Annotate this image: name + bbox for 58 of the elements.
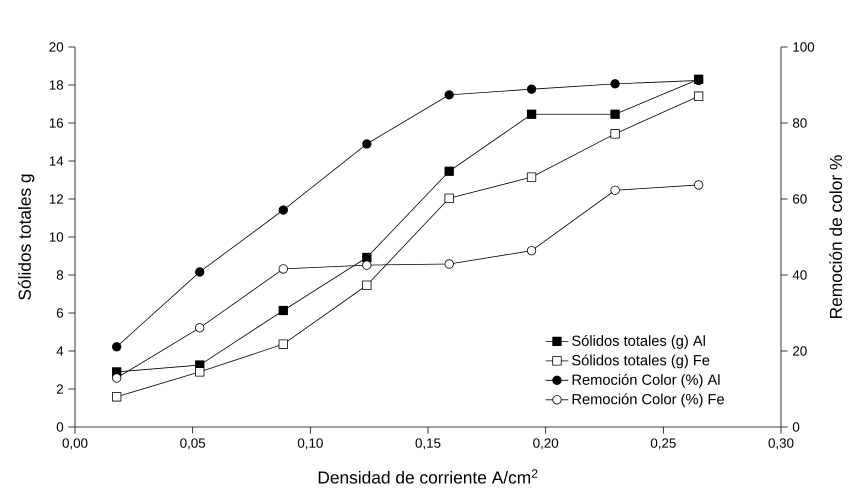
point (526, 172, 536, 182)
x-tick-label: 0,05 (180, 438, 206, 450)
point (278, 306, 288, 316)
y-tick-label: 10 (50, 232, 64, 242)
y-axis-title: Sólidos totales g (18, 174, 34, 300)
point (112, 342, 122, 352)
point (610, 110, 620, 119)
x-tick-label: 0,15 (416, 438, 440, 450)
point (526, 110, 536, 119)
point (444, 259, 454, 269)
legend-label: Remoción Color (%) Fe (572, 393, 724, 408)
point (694, 180, 704, 190)
y-tick-label: 6 (56, 308, 64, 318)
y-tick-label: 14 (50, 156, 64, 166)
point (362, 280, 372, 290)
y-tick-label: 18 (50, 80, 64, 90)
x-tick-label: 0,25 (650, 438, 676, 450)
point (278, 264, 288, 274)
point (526, 84, 536, 94)
y2-axis-title: Remoción de color % (829, 155, 842, 318)
point (444, 166, 454, 176)
y2-tick-label: 100 (793, 42, 814, 52)
point (362, 260, 372, 270)
y-tick-label: 8 (56, 270, 64, 280)
legend-label: Remoción Color (%) Al (572, 374, 720, 388)
point (195, 367, 204, 377)
point (610, 129, 620, 138)
y2-tick-label: 80 (792, 118, 807, 128)
point (362, 139, 372, 149)
legend-label: Sólidos totales (g) Al (572, 335, 705, 349)
x-axis-title: Densidad de corriente A/cm$^{2}$ (318, 469, 538, 484)
y-tick-label: 12 (50, 194, 63, 204)
y2-tick-label: 20 (793, 346, 807, 356)
y2-tick-label: 60 (793, 194, 807, 204)
legend-label: Sólidos totales (g) Fe (572, 354, 710, 368)
point (610, 79, 620, 89)
y-tick-label: 0 (56, 422, 64, 432)
y2-tick-label: 40 (792, 270, 807, 280)
point (112, 392, 122, 402)
x-tick-label: 0,00 (62, 438, 88, 450)
y-tick-label: 4 (56, 346, 64, 356)
point (278, 339, 288, 349)
y-tick-label: 2 (56, 384, 63, 394)
y2-tick-label: 0 (792, 422, 800, 432)
point (526, 246, 536, 256)
x-tick-label: 0,10 (298, 438, 323, 450)
y-tick-label: 20 (49, 42, 64, 52)
point (444, 194, 454, 203)
x-tick-label: 0,20 (533, 438, 558, 450)
point (112, 373, 122, 383)
point (610, 186, 620, 195)
point (278, 205, 288, 215)
y-tick-label: 16 (50, 118, 64, 128)
point (444, 90, 454, 100)
point (195, 267, 204, 277)
point (694, 92, 704, 101)
point (195, 323, 204, 332)
x-tick-label: 0,30 (768, 438, 794, 450)
